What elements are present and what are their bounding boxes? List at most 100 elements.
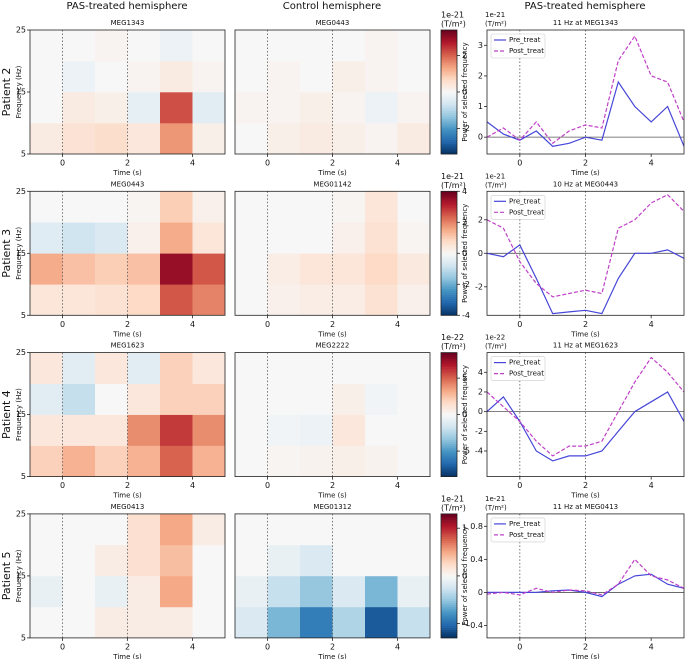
colorbar-step [441,371,457,374]
x-tick-label: 0 [60,320,65,329]
colorbar-step [441,98,457,101]
colorbar-step [441,600,457,604]
colorbar-step [441,561,457,564]
x-tick-label: 0 [60,481,65,490]
series-group [487,356,684,462]
heatmap-cell [30,30,63,62]
heatmap-cell [160,253,193,285]
colorbar-step [441,302,457,306]
colorbar-step [441,282,457,285]
heatmap-cells [235,352,430,477]
x-tick-label: 4 [395,159,400,168]
colorbar-step [441,387,457,391]
unit-label: (T/m²) [485,343,507,351]
heatmap-cell [127,575,161,608]
colorbar-step [441,214,457,217]
heatmap-cell [365,383,398,415]
heatmap-cell [397,253,430,285]
colorbar-step [441,633,457,637]
series-line [487,34,684,145]
colorbar-step [441,199,457,202]
y-axis-label: Frequency (Hz) [15,65,23,118]
colorbar-tick-label: 2 [462,218,467,227]
colorbar-step [441,129,457,132]
heatmap-cell [365,414,398,446]
heatmap-cell [365,123,398,154]
colorbar-step [441,139,457,142]
heatmap-cell [62,92,96,124]
colorbar-step [441,112,457,116]
heatmap-cell [235,222,268,254]
y-tick-label: 0 [478,133,483,142]
colorbar-step [441,586,457,589]
colorbar-step [441,412,457,415]
row-label: Patient 5 [0,552,13,601]
colorbar-step [441,466,457,469]
heatmap-cell [300,222,333,254]
colorbar-step [441,106,457,109]
colorbar-step [441,288,457,291]
heatmap-cell [30,284,63,316]
heatmap-cell [300,544,333,577]
heatmap-cell [397,606,430,638]
colorbar-step [441,598,457,601]
colorbar-step [441,546,457,550]
panel-title: MEG1623 [111,342,145,350]
x-axis-label: Time (s) [570,169,600,177]
heatmap-cell [267,575,301,608]
colorbar-step [441,273,457,277]
heatmap-cell [300,383,333,415]
series-line [487,573,684,598]
y-tick-label: 25 [16,26,26,35]
legend-label: Pre_treat [509,359,541,367]
colorbar-step [441,575,457,579]
heatmap-cell [62,222,96,254]
heatmap-cell [332,123,366,154]
colorbar-step [441,201,457,204]
colorbar-step [441,110,457,113]
heatmap-cell [300,414,333,446]
colorbar-step [441,381,457,384]
colorbar-step [441,307,457,310]
colorbar-step [441,313,457,316]
heatmap-cell [160,191,193,223]
heatmap-cell [160,414,193,446]
colorbar-tick-label: 0 [462,249,467,258]
x-tick-label: 2 [583,481,588,490]
heatmap-cell [332,30,366,62]
colorbar-tick-label: 1 [462,524,467,533]
heatmap-cell [192,92,225,124]
y-tick-label: 2 [478,71,483,80]
heatmap-cell [235,30,268,62]
heatmap-cell [30,544,63,577]
heatmap-cell [332,253,366,285]
colorbar-step [441,567,457,570]
heatmap-cell [365,445,398,477]
heatmap-cell [332,92,366,124]
colorbar-step [441,474,457,477]
heatmap-cell [160,383,193,415]
heatmap-cell [192,61,225,93]
colorbar-step [441,298,457,302]
colorbar-tick-label: 0 [462,410,467,419]
colorbar-step [441,42,457,45]
heatmap-cell [332,414,366,446]
colorbar-step [441,149,457,153]
colorbar-step [441,228,457,231]
heatmap-cell [235,383,268,415]
colorbar-step [441,619,457,622]
heatmap-cell [192,544,225,577]
legend-label: Post_treat [509,370,544,378]
colorbar-step [441,383,457,386]
x-tick-label: 2 [125,642,130,651]
heatmap-cell [30,513,63,546]
heatmap-cell [332,445,366,477]
heatmap-cell [95,253,128,285]
y-tick-label: -2 [475,427,483,436]
x-tick-label: 0 [60,642,65,651]
colorbar-step [441,414,457,417]
colorbar-step [441,211,457,215]
colorbar-step [441,143,457,147]
heatmap-cell [267,222,301,254]
heatmap-cell [300,253,333,285]
